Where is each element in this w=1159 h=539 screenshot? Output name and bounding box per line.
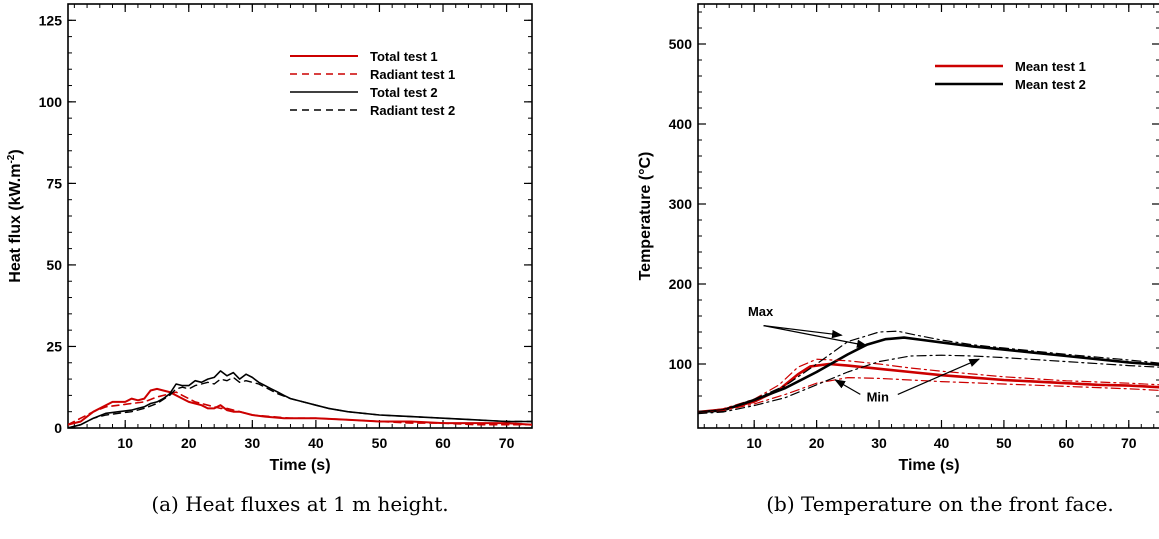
x-tick-label: 40 xyxy=(308,435,324,451)
y-tick-label: 100 xyxy=(669,356,693,372)
x-axis-title: Time (s) xyxy=(898,457,959,474)
x-tick-label: 30 xyxy=(871,435,887,451)
plot-frame xyxy=(697,3,1159,429)
annotation-arrow-2 xyxy=(763,325,868,348)
figure-caption: (b) Temperature on the front face. xyxy=(766,492,1114,516)
y-tick-label: 400 xyxy=(669,116,693,132)
legend-label-4: Radiant test 2 xyxy=(370,103,455,118)
x-tick-label: 30 xyxy=(245,435,261,451)
legend-label-3: Total test 2 xyxy=(370,85,438,100)
x-axis-title: Time (s) xyxy=(269,457,330,474)
chart-heat-flux: 10 20 30 40 50 60 70 0 25 50 75 100 125 Time (s) Heat … xyxy=(6,3,533,516)
y-tick-label: 0 xyxy=(54,420,62,436)
x-tick-label: 40 xyxy=(934,435,950,451)
chart-temperature: 10 20 30 40 50 60 70 100 200 300 400 500 Time (s) Tem… xyxy=(637,3,1159,516)
y-tick-label: 300 xyxy=(669,196,693,212)
x-tick-label: 20 xyxy=(809,435,825,451)
y-axis-title: Temperature (°C) xyxy=(637,152,654,281)
x-tick-label: 60 xyxy=(1059,435,1075,451)
x-tick-label: 70 xyxy=(1121,435,1137,451)
series-group xyxy=(68,370,532,428)
annotation-arrow-1 xyxy=(763,325,843,339)
legend-label-2: Mean test 2 xyxy=(1015,77,1086,92)
y-axis-title-superscript: -2 xyxy=(6,154,17,163)
y-tick-label: 50 xyxy=(46,257,62,273)
series-line-2 xyxy=(68,391,532,426)
y-axis-title-end: ) xyxy=(7,149,24,154)
annotation-arrow-3 xyxy=(834,379,861,395)
y-tick-label: 125 xyxy=(39,12,63,28)
figure-caption: (a) Heat fluxes at 1 m height. xyxy=(151,492,448,516)
series-line-5 xyxy=(698,330,1159,413)
y-axis-title: Heat flux (kW.m-2) xyxy=(6,149,24,282)
y-tick-label: 100 xyxy=(39,94,63,110)
legend-label-1: Total test 1 xyxy=(370,49,438,64)
series-line-6 xyxy=(698,354,1159,415)
x-tick-label: 60 xyxy=(435,435,451,451)
series-line-1 xyxy=(698,362,1159,414)
y-tick-label: 25 xyxy=(46,338,62,354)
series-group xyxy=(698,330,1159,415)
y-axis-title-main: Temperature (°C) xyxy=(637,152,654,281)
annotation-max: Max xyxy=(748,304,774,319)
x-tick-label: 10 xyxy=(746,435,762,451)
y-tick-label: 200 xyxy=(669,276,693,292)
x-tick-label: 50 xyxy=(996,435,1012,451)
series-line-4 xyxy=(68,376,532,428)
y-tick-label: 500 xyxy=(669,36,693,52)
legend-label-1: Mean test 1 xyxy=(1015,59,1086,74)
annotation-arrow-4 xyxy=(897,358,981,395)
x-tick-label: 70 xyxy=(499,435,515,451)
series-line-4 xyxy=(698,377,1159,413)
annotation-min: Min xyxy=(867,390,889,405)
x-tick-label: 20 xyxy=(181,435,197,451)
plot-frame xyxy=(67,3,533,429)
y-axis-title-main: Heat flux (kW.m xyxy=(7,164,24,283)
series-line-2 xyxy=(698,336,1159,414)
x-tick-label: 50 xyxy=(372,435,388,451)
y-tick-label: 75 xyxy=(46,175,62,191)
legend-label-2: Radiant test 1 xyxy=(370,67,455,82)
x-tick-label: 10 xyxy=(117,435,133,451)
